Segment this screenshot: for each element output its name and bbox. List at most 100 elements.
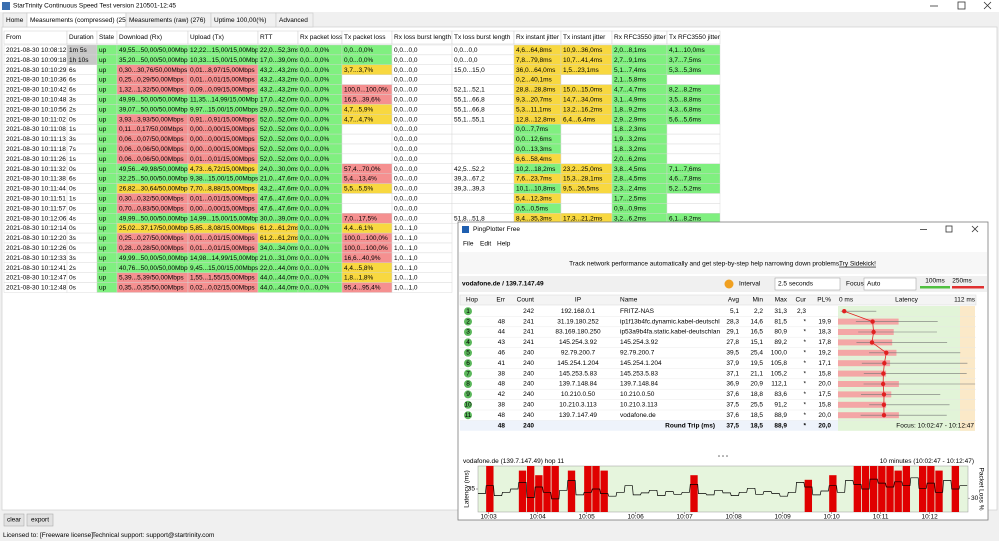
cell-text: 35,20...50,00/50,00Mbps: [119, 57, 192, 64]
pp-window-controls[interactable]: [920, 225, 979, 233]
hop-cell: 81,5: [774, 318, 787, 325]
cell-text: 2021-08-30 10:09:18: [6, 57, 67, 64]
cell-text: 12,8...12,8ms: [516, 116, 556, 123]
cell-text: 0,0...0,0: [394, 166, 418, 173]
button[interactable]: [3, 513, 25, 527]
loss-bar: [543, 466, 551, 512]
cell-text: 0,01...0,01/15,00Mbps: [190, 245, 255, 252]
latency-line: [478, 477, 968, 500]
cell-text: 0,0...0,0%: [300, 166, 329, 173]
hop-cell: 37,1: [726, 370, 739, 377]
cell-text: up: [99, 205, 107, 212]
avg-dot: [881, 392, 887, 397]
cell-text: 0,0...0,0: [394, 186, 418, 193]
hop-cell: 145.253.5.83: [559, 370, 597, 377]
cell-text: 0,0...0,0: [394, 156, 418, 163]
cell-bg: [560, 133, 613, 145]
tab[interactable]: [275, 12, 314, 28]
cell-text: 2021-08-30 10:08:12: [6, 47, 67, 54]
hop-cell: 241: [523, 339, 534, 346]
hop-cell: 48: [498, 381, 506, 388]
cell-text: 44,0...44,0ms: [260, 285, 300, 292]
hop-cell: 15,8: [818, 370, 831, 377]
cell-text: 1h 10s: [69, 57, 89, 64]
cell-text: 44,0...44,0ms: [260, 275, 300, 282]
cell-text: up: [99, 67, 107, 74]
hop-cell: 91,2: [774, 402, 787, 409]
pause-button[interactable]: [724, 279, 734, 289]
close[interactable]: [971, 225, 979, 233]
hop-badge: [464, 369, 472, 378]
cell-text: 0,06...0,06/50,00Mbps: [119, 146, 184, 153]
cell-bg: [666, 153, 721, 164]
cell-bg: [341, 143, 393, 155]
cell-bg: [341, 123, 393, 135]
hop-cell: 92.79.200.7: [620, 350, 655, 357]
hop-cell: 44: [498, 329, 506, 336]
cell-text: 1,0...1,0: [394, 285, 418, 292]
cell-text: 57,4...70,0%: [344, 166, 381, 173]
cell-text: 9,3...20,7ms: [516, 96, 553, 103]
cell-text: 0,0...0,0%: [344, 47, 373, 54]
cell-text: 2,9...2,9ms: [614, 116, 647, 123]
pl-bar: [838, 349, 897, 356]
hop-cell: 48: [498, 412, 506, 419]
focus-select[interactable]: [863, 277, 917, 291]
cell-text: up: [99, 146, 107, 153]
cell-text: 0,11...0,17/50,00Mbps: [119, 126, 184, 133]
hop-cell: 83,6: [774, 391, 787, 398]
hop-cell: 89,2: [774, 339, 787, 346]
cell-text: 2021-08-30 10:10:48: [6, 96, 67, 103]
maximize[interactable]: [945, 225, 953, 233]
hop-cell: 38: [498, 402, 506, 409]
cell-text: 0,0...13,3ms: [516, 146, 553, 153]
interval-select[interactable]: [774, 277, 841, 291]
menu-item: Edit: [480, 241, 491, 248]
hop-cell: 20,0: [818, 381, 831, 388]
x-tick-label: 10:10: [823, 514, 840, 521]
hop-cell: *: [803, 350, 806, 357]
splitter-dot[interactable]: [722, 455, 724, 457]
cell-text: 4,7...5,9%: [344, 106, 373, 113]
cell-text: 14,7...34,0ms: [563, 96, 603, 103]
cell-text: 4,6...64,8ms: [516, 47, 553, 54]
cell-text: 0,01...0,01/15,00Mbps: [190, 156, 255, 163]
hop-cell: 100,0: [771, 350, 788, 357]
cell-text: 2021-08-30 10:10:42: [6, 87, 67, 94]
avg-connector: [871, 342, 887, 354]
cell-text: 7s: [69, 146, 77, 153]
cell-text: 0,25...0,29/50,00Mbps: [119, 77, 184, 84]
cell-text: up: [99, 176, 107, 183]
cell-text: 0,30...0,32/50,00Mbps: [119, 195, 184, 202]
loss-bar: [870, 466, 878, 512]
cell-text: 5,3...11,1ms: [516, 106, 552, 113]
cell-text: 0,00...0,00/15,00Mbps: [190, 136, 255, 143]
hop-cell: 18,5: [750, 412, 763, 419]
tab-label: Home: [6, 17, 24, 24]
cell-text: 0,0...0,0%: [300, 205, 329, 212]
pp-title: PingPlotter Free: [473, 226, 520, 233]
hop-badge: [464, 380, 472, 388]
cell-text: 16,6...40,9%: [344, 255, 381, 262]
splitter-dot[interactable]: [718, 455, 720, 457]
cell-text: 29,0...52,0ms: [260, 106, 300, 113]
hop-cell: 29,1: [726, 329, 739, 336]
cell-text: 2021-08-30 10:10:56: [6, 106, 67, 113]
cell-text: 0s: [69, 166, 77, 173]
splitter-dot[interactable]: [726, 455, 728, 457]
window-controls[interactable]: [930, 1, 992, 10]
header-cell[interactable]: [666, 30, 721, 45]
latency-title: Latency: [895, 297, 919, 304]
latency-min-label: 0 ms: [839, 297, 854, 304]
cell-text: 0,0...0,0%: [300, 265, 329, 272]
hop-cell: 36,9: [726, 381, 739, 388]
hop-number: 2: [466, 318, 470, 325]
cell-text: 0,0...7,7ms: [516, 126, 549, 133]
cell-text: 9,45...15,00/15,00Mbps: [190, 265, 259, 272]
loss-bar: [878, 466, 886, 512]
hop-cell: 241: [523, 329, 534, 336]
legend-label: 250ms: [952, 278, 972, 285]
cell-text: 0,0...0,0: [394, 146, 418, 153]
button[interactable]: [26, 513, 54, 527]
hop-cell: 41: [498, 360, 506, 367]
